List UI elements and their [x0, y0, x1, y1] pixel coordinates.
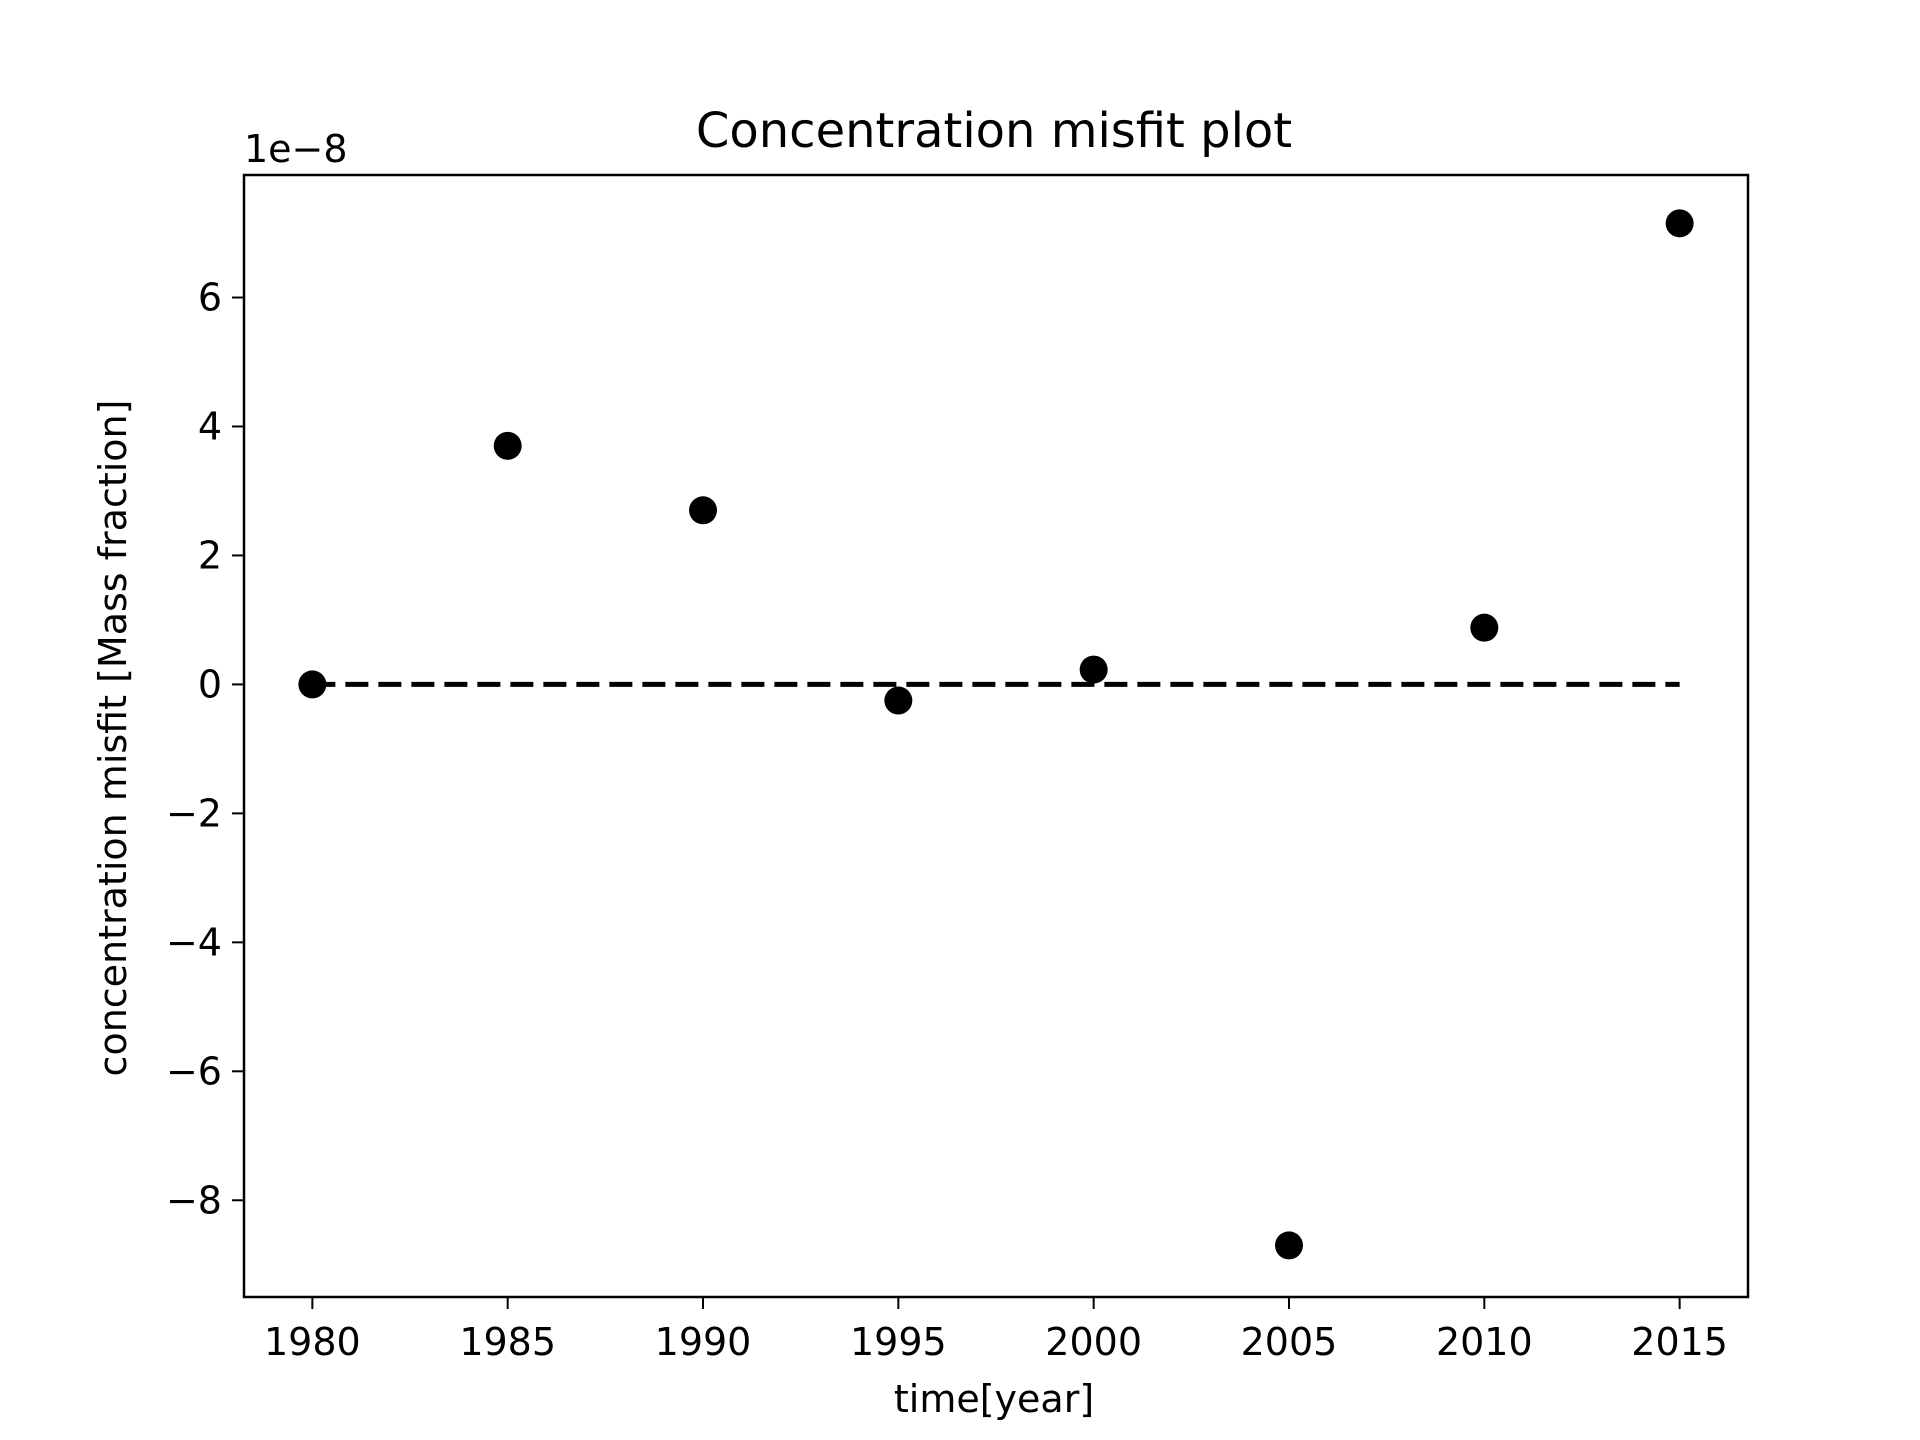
data-point	[689, 496, 718, 525]
data-point	[884, 686, 913, 715]
data-point	[1665, 209, 1694, 238]
x-tick-label: 2015	[1631, 1320, 1728, 1364]
y-tick-label: 6	[198, 276, 222, 320]
y-axis-offset-label: 1e−8	[244, 127, 348, 171]
x-tick-label: 1995	[850, 1320, 947, 1364]
x-tick-label: 1980	[264, 1320, 361, 1364]
axes-frame	[242, 173, 1750, 1299]
chart-title: Concentration misfit plot	[696, 103, 1292, 159]
y-tick-label: −4	[166, 920, 222, 964]
x-axis-label: time[year]	[894, 1377, 1094, 1421]
y-tick-label: 2	[198, 533, 222, 577]
data-point	[298, 670, 327, 699]
x-tick-label: 2000	[1045, 1320, 1142, 1364]
data-point	[1079, 655, 1108, 684]
y-tick-label: −6	[166, 1049, 222, 1093]
plot-area: 1980 1985 1990 1995 2000 2005 2010 2015 −8 −6 −4 −2…	[166, 173, 1750, 1364]
y-tick-label: −8	[166, 1178, 222, 1222]
y-tick-label: 0	[198, 662, 222, 706]
x-tick-label: 2005	[1241, 1320, 1338, 1364]
y-tick-label: 4	[198, 404, 222, 448]
x-tick-label: 1985	[459, 1320, 556, 1364]
data-point	[493, 431, 522, 460]
y-axis-label: concentration misfit [Mass fraction]	[91, 400, 135, 1077]
x-tick-label: 2010	[1436, 1320, 1533, 1364]
x-tick-label: 1990	[655, 1320, 752, 1364]
data-point	[1470, 613, 1499, 642]
data-point	[1274, 1231, 1303, 1260]
y-tick-label: −2	[166, 791, 222, 835]
